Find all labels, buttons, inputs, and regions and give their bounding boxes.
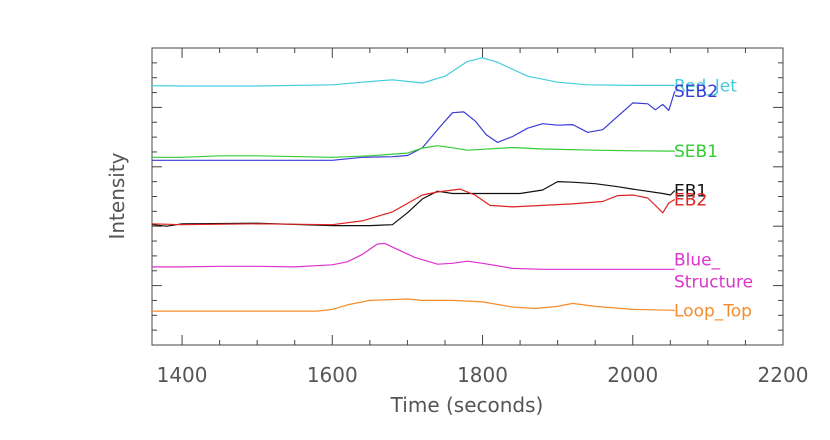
series-label: EB1 [674, 182, 707, 202]
x-tick-label: 2000 [607, 363, 658, 387]
series-label: Blue_ Structure [674, 250, 753, 292]
series-label: Red_Jet [674, 76, 737, 96]
series-line [151, 57, 675, 87]
series-line [152, 242, 675, 270]
series-line [152, 298, 675, 312]
x-tick-labels: 1400 1600 1800 2000 2200 [157, 363, 809, 387]
y-axis-label: Intensity [105, 152, 129, 239]
series-line [151, 181, 676, 227]
axis-ticks [152, 47, 784, 346]
series-label: SEB1 [674, 142, 718, 162]
x-tick-label: 1400 [157, 363, 208, 387]
series-lines [151, 57, 676, 312]
series-line [152, 90, 676, 161]
series-line [151, 188, 676, 226]
x-tick-label: 2200 [758, 363, 809, 387]
x-axis-label: Time (seconds) [390, 393, 544, 417]
x-tick-label: 1800 [457, 363, 508, 387]
series-label: EB2 [674, 191, 707, 211]
series-label: Loop_Top [674, 301, 752, 321]
series-label: SEB2 [674, 82, 718, 102]
x-tick-label: 1600 [307, 363, 358, 387]
series-line [152, 145, 675, 158]
